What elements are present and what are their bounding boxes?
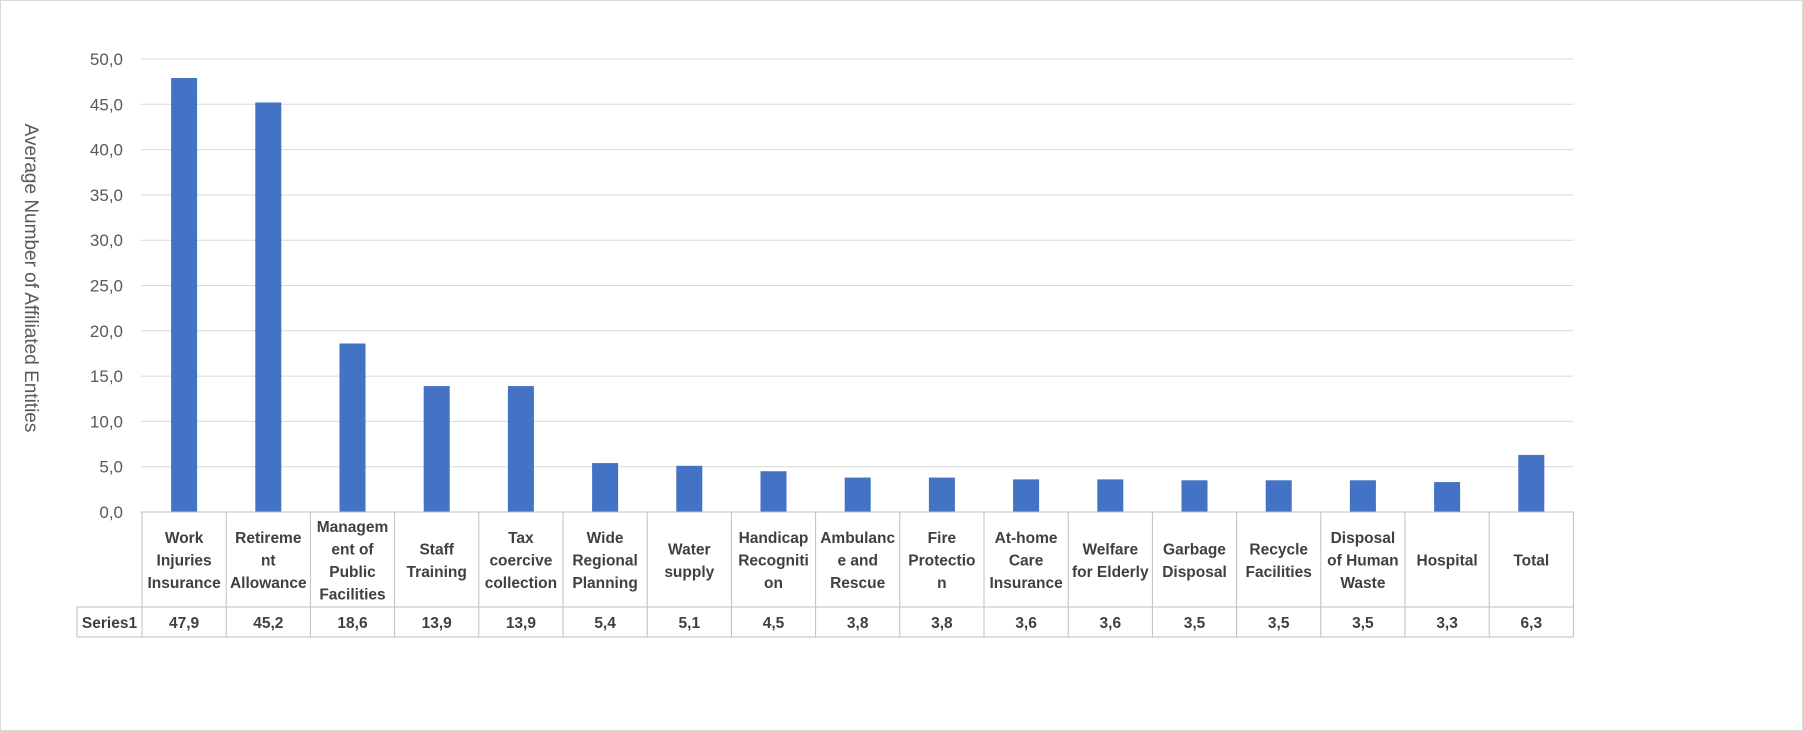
bar (1265, 480, 1292, 512)
category-label: of Human (1327, 553, 1398, 570)
category-label: on (764, 575, 783, 592)
data-value-label: 3,6 (1015, 615, 1037, 632)
y-tick-label: 45,0 (90, 95, 123, 114)
data-value-label: 3,8 (847, 615, 869, 632)
y-axis-title: Average Number of Affiliated Entities (20, 124, 41, 433)
data-value-label: 13,9 (506, 615, 537, 632)
data-value-label: 3,5 (1184, 615, 1206, 632)
category-label: Tax (508, 530, 534, 547)
y-tick-label: 25,0 (90, 277, 123, 296)
y-tick-label: 40,0 (90, 141, 123, 160)
bar (1181, 480, 1208, 512)
bar (1013, 479, 1040, 512)
category-label: nt (261, 553, 276, 570)
bar (171, 78, 198, 512)
category-label: Training (407, 564, 467, 581)
category-label: Allowance (230, 575, 307, 592)
data-value-label: 47,9 (169, 615, 200, 632)
data-value-label: 3,8 (931, 615, 953, 632)
bar (1518, 454, 1545, 512)
category-label: Insurance (989, 575, 1063, 592)
category-label: coercive (489, 553, 552, 570)
data-value-label: 4,5 (763, 615, 785, 632)
data-value-label: 3,5 (1268, 615, 1290, 632)
bar (1097, 479, 1124, 512)
y-tick-label: 0,0 (99, 503, 123, 522)
category-label: Recogniti (738, 553, 809, 570)
category-label: Handicap (739, 530, 809, 547)
data-value-label: 5,4 (594, 615, 616, 632)
data-value-label: 6,3 (1521, 615, 1543, 632)
bar (760, 471, 787, 512)
data-value-label: 3,5 (1352, 615, 1374, 632)
data-value-label: 3,3 (1436, 615, 1458, 632)
data-value-label: 18,6 (337, 615, 368, 632)
category-label: Hospital (1417, 553, 1478, 570)
bar (844, 477, 871, 512)
bar (1434, 482, 1461, 512)
category-label: Retireme (235, 530, 302, 547)
category-label: Wide (587, 530, 624, 547)
bar (1349, 480, 1376, 512)
bar (339, 343, 366, 512)
bar (423, 386, 450, 512)
category-label: e and (837, 553, 877, 570)
category-label: Public (329, 564, 376, 581)
category-label: Staff (419, 541, 454, 558)
y-tick-label: 15,0 (90, 367, 123, 386)
y-tick-label: 35,0 (90, 186, 123, 205)
y-tick-label: 20,0 (90, 322, 123, 341)
category-label: Disposal (1331, 530, 1396, 547)
category-label: ent of (331, 541, 374, 558)
category-label: supply (664, 564, 714, 581)
category-label: collection (485, 575, 557, 592)
category-label: Waste (1340, 575, 1385, 592)
category-label: Managem (317, 519, 389, 536)
category-label: Insurance (147, 575, 221, 592)
category-label: Work (165, 530, 204, 547)
category-label: Regional (572, 553, 637, 570)
y-tick-label: 5,0 (99, 458, 123, 477)
y-tick-label: 50,0 (90, 50, 123, 69)
category-label: Total (1513, 553, 1549, 570)
series-name-label: Series1 (82, 615, 138, 632)
bar (928, 477, 955, 512)
category-label: for Elderly (1072, 564, 1149, 581)
y-tick-label: 30,0 (90, 231, 123, 250)
bar (592, 463, 619, 512)
category-label: Planning (572, 575, 637, 592)
y-tick-label: 10,0 (90, 412, 123, 431)
category-label: Recycle (1249, 541, 1308, 558)
category-label: Disposal (1162, 564, 1227, 581)
bar (507, 386, 534, 512)
data-value-label: 13,9 (422, 615, 453, 632)
category-label: Care (1009, 553, 1044, 570)
category-label: At-home (995, 530, 1058, 547)
category-label: Ambulanc (820, 530, 895, 547)
category-label: Protectio (908, 553, 975, 570)
category-label: Welfare (1082, 541, 1138, 558)
category-label: Garbage (1163, 541, 1226, 558)
data-value-label: 5,1 (679, 615, 701, 632)
bar (676, 465, 703, 512)
category-label: Rescue (830, 575, 886, 592)
bar (255, 102, 282, 512)
data-value-label: 3,6 (1100, 615, 1122, 632)
category-label: Facilities (319, 586, 385, 603)
data-value-label: 45,2 (253, 615, 283, 632)
category-label: Fire (928, 530, 957, 547)
category-label: Facilities (1246, 564, 1312, 581)
category-label: Water (668, 541, 711, 558)
category-label: n (937, 575, 946, 592)
category-label: Injuries (157, 553, 212, 570)
